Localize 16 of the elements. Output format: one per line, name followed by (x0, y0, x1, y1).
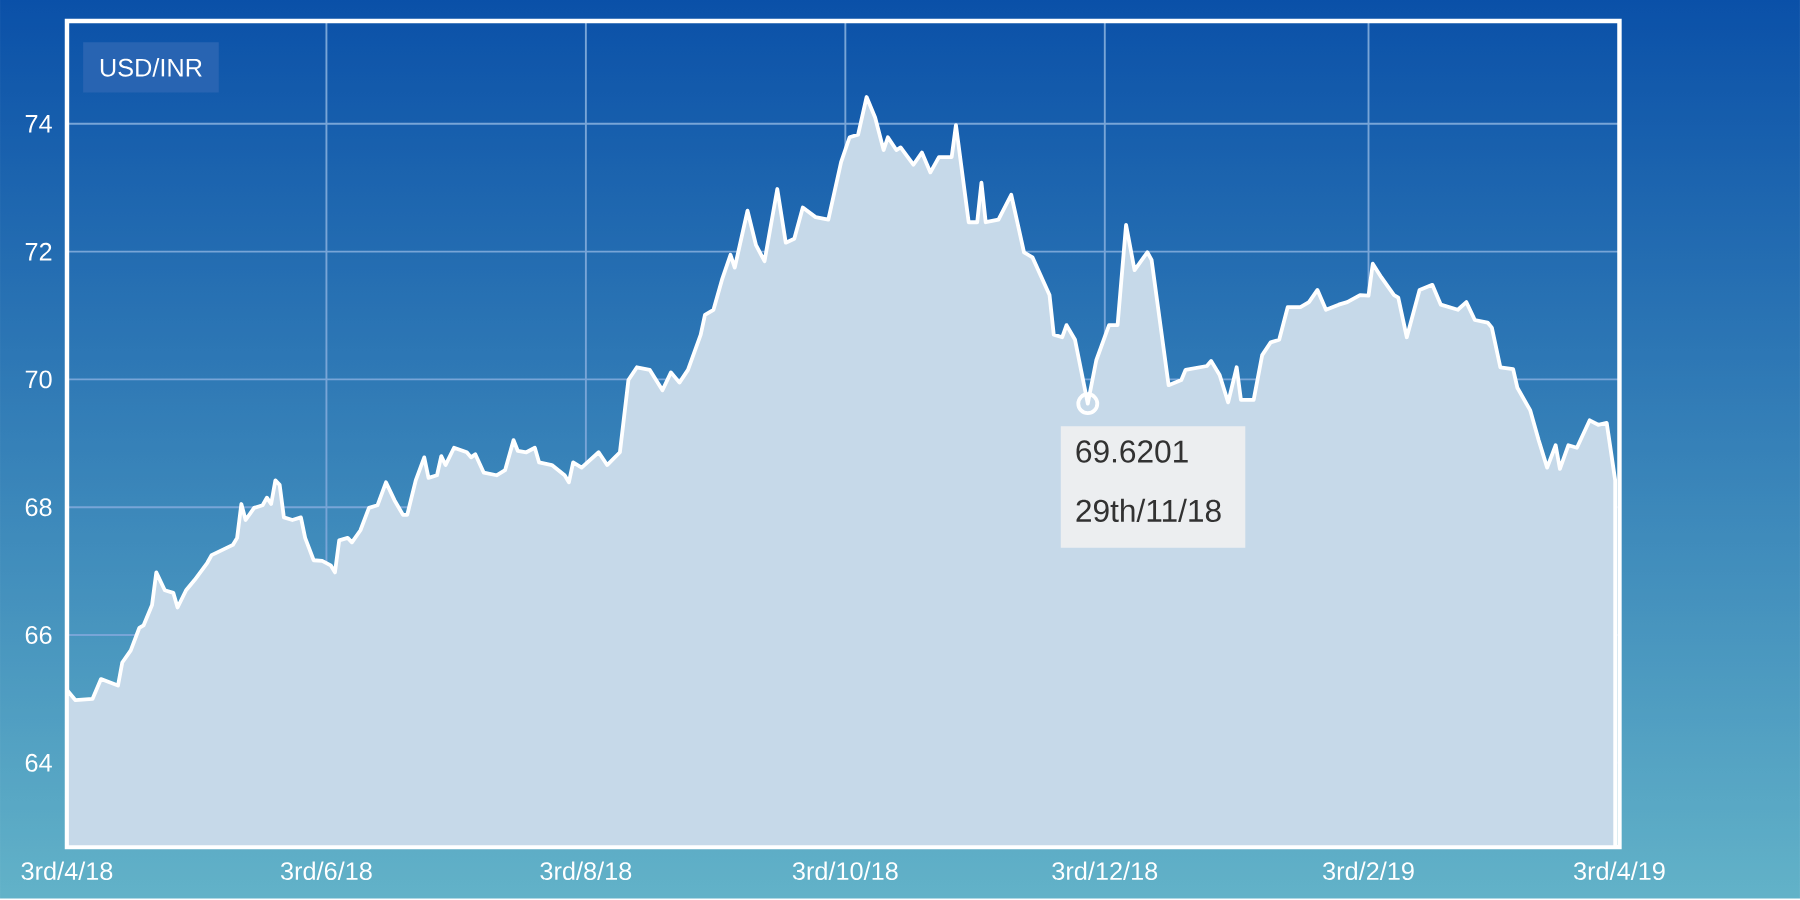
annotation: 29th/11/18 (1076, 498, 1221, 523)
y-tick-label: 70 (25, 370, 52, 389)
x-tick-label: 3rd/12/18 (1052, 861, 1158, 881)
x-tick-label: 3rd/4/18 (21, 861, 113, 881)
y-tick-label: 68 (25, 498, 52, 517)
x-tick-label: 3rd/6/18 (280, 861, 372, 881)
text: USD/INR (100, 58, 202, 77)
y-tick-label: 66 (25, 626, 52, 644)
y-tick-label: 64 (25, 753, 52, 772)
y-tick-label: 72 (25, 242, 52, 261)
y-tick-label: 74 (25, 115, 52, 133)
x-tick-label: 3rd/8/18 (540, 861, 632, 881)
x-tick-label: 3rd/2/19 (1323, 861, 1414, 881)
x-tick-label: 3rd/4/19 (1573, 861, 1665, 881)
annotation: 69.6201 (1076, 440, 1188, 463)
x-tick-label: 3rd/10/18 (792, 861, 898, 881)
